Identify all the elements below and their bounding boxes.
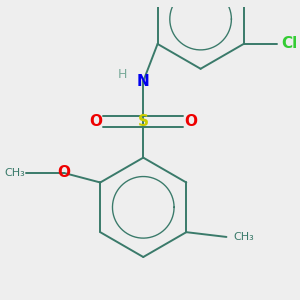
Text: O: O — [57, 165, 70, 180]
Text: H: H — [118, 68, 127, 81]
Text: O: O — [184, 114, 197, 129]
Text: O: O — [89, 114, 102, 129]
Text: CH₃: CH₃ — [233, 232, 254, 242]
Text: Cl: Cl — [281, 36, 298, 51]
Text: S: S — [138, 114, 149, 129]
Text: N: N — [137, 74, 150, 89]
Text: CH₃: CH₃ — [4, 168, 25, 178]
